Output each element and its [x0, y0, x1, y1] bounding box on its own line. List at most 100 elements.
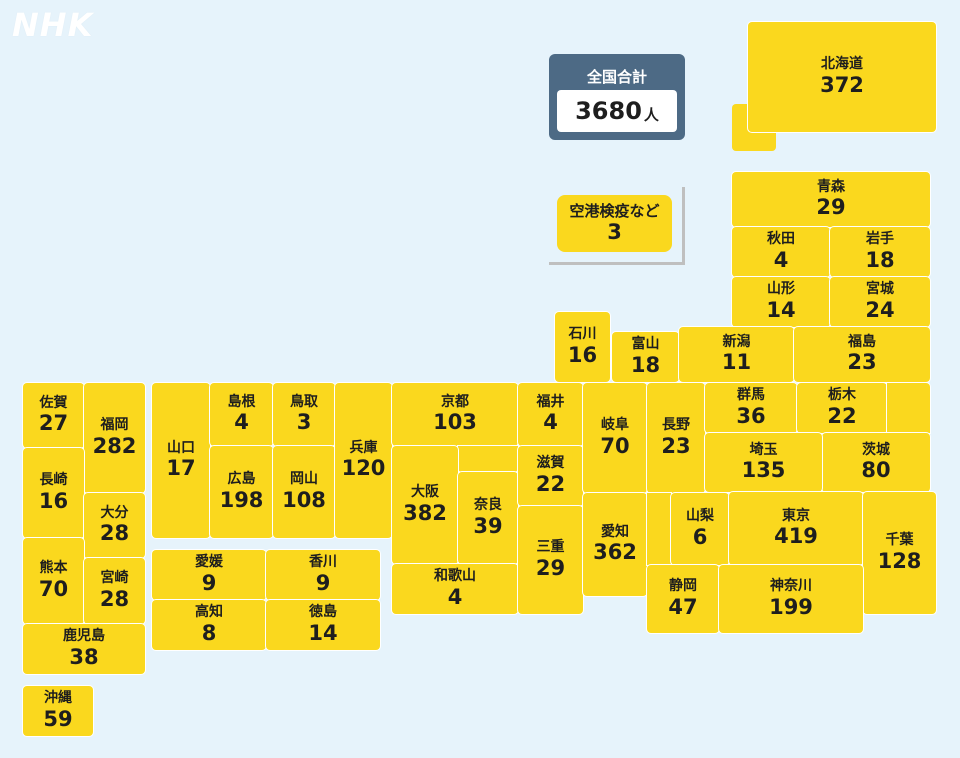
tile-okinawa-name: 沖縄	[44, 690, 72, 707]
tile-tochigi-value: 22	[827, 403, 857, 428]
tile-miyazaki[interactable]: 宮崎 28	[84, 558, 145, 624]
tile-iwate[interactable]: 岩手 18	[830, 227, 930, 277]
tile-nagasaki[interactable]: 長崎 16	[23, 448, 84, 538]
tile-nagano-value: 23	[661, 433, 691, 458]
tile-osaka[interactable]: 大阪 382	[392, 446, 458, 564]
tile-oita-name: 大分	[100, 504, 129, 521]
tile-akita-name: 秋田	[767, 231, 795, 248]
tile-fukui-name: 福井	[536, 393, 565, 410]
tile-kyoto-value: 103	[433, 410, 477, 435]
tile-nagasaki-value: 16	[38, 488, 69, 513]
tile-kumamoto[interactable]: 熊本 70	[23, 538, 84, 624]
tile-saga[interactable]: 佐賀 27	[23, 383, 84, 448]
tile-kagoshima[interactable]: 鹿児島 38	[23, 624, 145, 674]
tile-kochi[interactable]: 高知 8	[152, 600, 266, 650]
tile-yamanashi-name: 山梨	[686, 508, 714, 525]
airport-quarantine-tile[interactable]: 空港検疫など 3	[557, 195, 672, 252]
tile-nagano-name: 長野	[662, 417, 690, 434]
tile-fukui[interactable]: 福井 4	[518, 383, 583, 446]
tile-tokushima-value: 14	[308, 620, 338, 645]
tile-shimane[interactable]: 島根 4	[210, 383, 273, 446]
airport-quarantine-name: 空港検疫など	[569, 201, 660, 220]
tile-tokyo-name: 東京	[782, 507, 810, 524]
tile-shizuoka-name: 静岡	[669, 578, 697, 595]
tile-kanagawa[interactable]: 神奈川 199	[719, 565, 863, 633]
airport-divider-horizontal	[549, 262, 685, 265]
tile-ehime[interactable]: 愛媛 9	[152, 550, 266, 600]
tile-wakayama[interactable]: 和歌山 4	[392, 564, 518, 614]
tile-mie-name: 三重	[536, 539, 565, 556]
tile-hokkaido-name: 北海道	[821, 56, 863, 73]
tile-miyagi-name: 宮城	[866, 281, 894, 298]
tile-gunma[interactable]: 群馬 36	[705, 383, 797, 433]
tile-ibaraki-value: 80	[861, 458, 891, 483]
tile-hyogo[interactable]: 兵庫 120	[335, 383, 392, 538]
tile-miyagi[interactable]: 宮城 24	[830, 277, 930, 327]
tile-okinawa[interactable]: 沖縄 59	[23, 686, 93, 736]
tile-yamagata[interactable]: 山形 14	[732, 277, 830, 327]
national-total-box: 3680 人	[557, 90, 677, 132]
tile-tochigi[interactable]: 栃木 22	[797, 383, 887, 433]
tile-hyogo-value: 120	[341, 456, 386, 481]
tile-hokkaido[interactable]: 北海道 372	[748, 22, 936, 132]
tile-aichi-name: 愛知	[601, 523, 629, 540]
tile-kanagawa-name: 神奈川	[770, 578, 812, 595]
tile-hiroshima[interactable]: 広島 198	[210, 446, 273, 538]
tile-ibaraki[interactable]: 茨城 80	[822, 433, 930, 492]
tile-ibaraki-upper	[887, 383, 930, 433]
tile-tottori-name: 鳥取	[290, 393, 318, 410]
tile-kagoshima-value: 38	[69, 644, 99, 669]
tile-akita-value: 4	[773, 247, 789, 272]
tile-hiroshima-name: 広島	[227, 471, 256, 488]
tile-kanagawa-value: 199	[769, 594, 813, 619]
tile-osaka-value: 382	[403, 500, 447, 525]
tile-kochi-value: 8	[201, 620, 217, 645]
tile-fukuoka[interactable]: 福岡 282	[84, 383, 145, 493]
nhk-logo: NHK	[12, 6, 94, 44]
tile-saitama[interactable]: 埼玉 135	[705, 433, 822, 492]
tile-aichi-value: 362	[593, 540, 637, 565]
tile-yamaguchi-name: 山口	[167, 439, 195, 456]
tile-ishikawa[interactable]: 石川 16	[555, 312, 610, 382]
tile-chiba[interactable]: 千葉 128	[863, 492, 936, 614]
tile-fukuoka-name: 福岡	[100, 417, 129, 434]
tile-mie[interactable]: 三重 29	[518, 506, 583, 614]
tile-nara[interactable]: 奈良 39	[458, 472, 518, 564]
tile-kumamoto-name: 熊本	[39, 560, 68, 577]
tile-mie-value: 29	[535, 555, 566, 580]
national-total-label: 全国合計	[586, 68, 647, 86]
tile-chiba-value: 128	[877, 548, 922, 573]
tile-aomori[interactable]: 青森 29	[732, 172, 930, 227]
tile-oita-value: 28	[99, 521, 130, 546]
tile-shizuoka-value: 47	[668, 594, 698, 619]
tile-tottori[interactable]: 鳥取 3	[273, 383, 335, 446]
airport-divider-vertical	[682, 187, 685, 265]
tile-gifu[interactable]: 岐阜 70	[583, 383, 647, 493]
tile-oita[interactable]: 大分 28	[84, 493, 145, 558]
tile-kyoto-lower	[458, 446, 518, 472]
tile-yamaguchi[interactable]: 山口 17	[152, 383, 210, 538]
tile-nagasaki-name: 長崎	[39, 472, 68, 489]
tile-nagano[interactable]: 長野 23	[647, 383, 705, 493]
airport-quarantine-value: 3	[607, 220, 622, 245]
tile-tokushima[interactable]: 徳島 14	[266, 600, 380, 650]
tile-tokushima-name: 徳島	[309, 604, 337, 621]
tile-akita[interactable]: 秋田 4	[732, 227, 830, 277]
tile-niigata[interactable]: 新潟 11	[679, 327, 794, 382]
tile-aichi[interactable]: 愛知 362	[583, 493, 647, 596]
tile-shizuoka[interactable]: 静岡 47	[647, 565, 719, 633]
tile-osaka-name: 大阪	[411, 484, 439, 501]
tile-shiga-value: 22	[535, 471, 566, 496]
tile-toyama[interactable]: 富山 18	[612, 332, 679, 382]
tile-fukushima[interactable]: 福島 23	[794, 327, 930, 382]
tile-hokkaido-value: 372	[820, 72, 864, 97]
tile-yamanashi[interactable]: 山梨 6	[671, 493, 729, 565]
tile-kyoto[interactable]: 京都 103	[392, 383, 518, 446]
tile-tokyo[interactable]: 東京 419	[729, 492, 863, 565]
tile-okayama[interactable]: 岡山 108	[273, 446, 335, 538]
tile-kagawa[interactable]: 香川 9	[266, 550, 380, 600]
tile-shiga-name: 滋賀	[536, 455, 565, 472]
tile-toyama-value: 18	[630, 352, 661, 377]
tile-shiga[interactable]: 滋賀 22	[518, 446, 583, 506]
tile-tottori-value: 3	[296, 410, 312, 435]
